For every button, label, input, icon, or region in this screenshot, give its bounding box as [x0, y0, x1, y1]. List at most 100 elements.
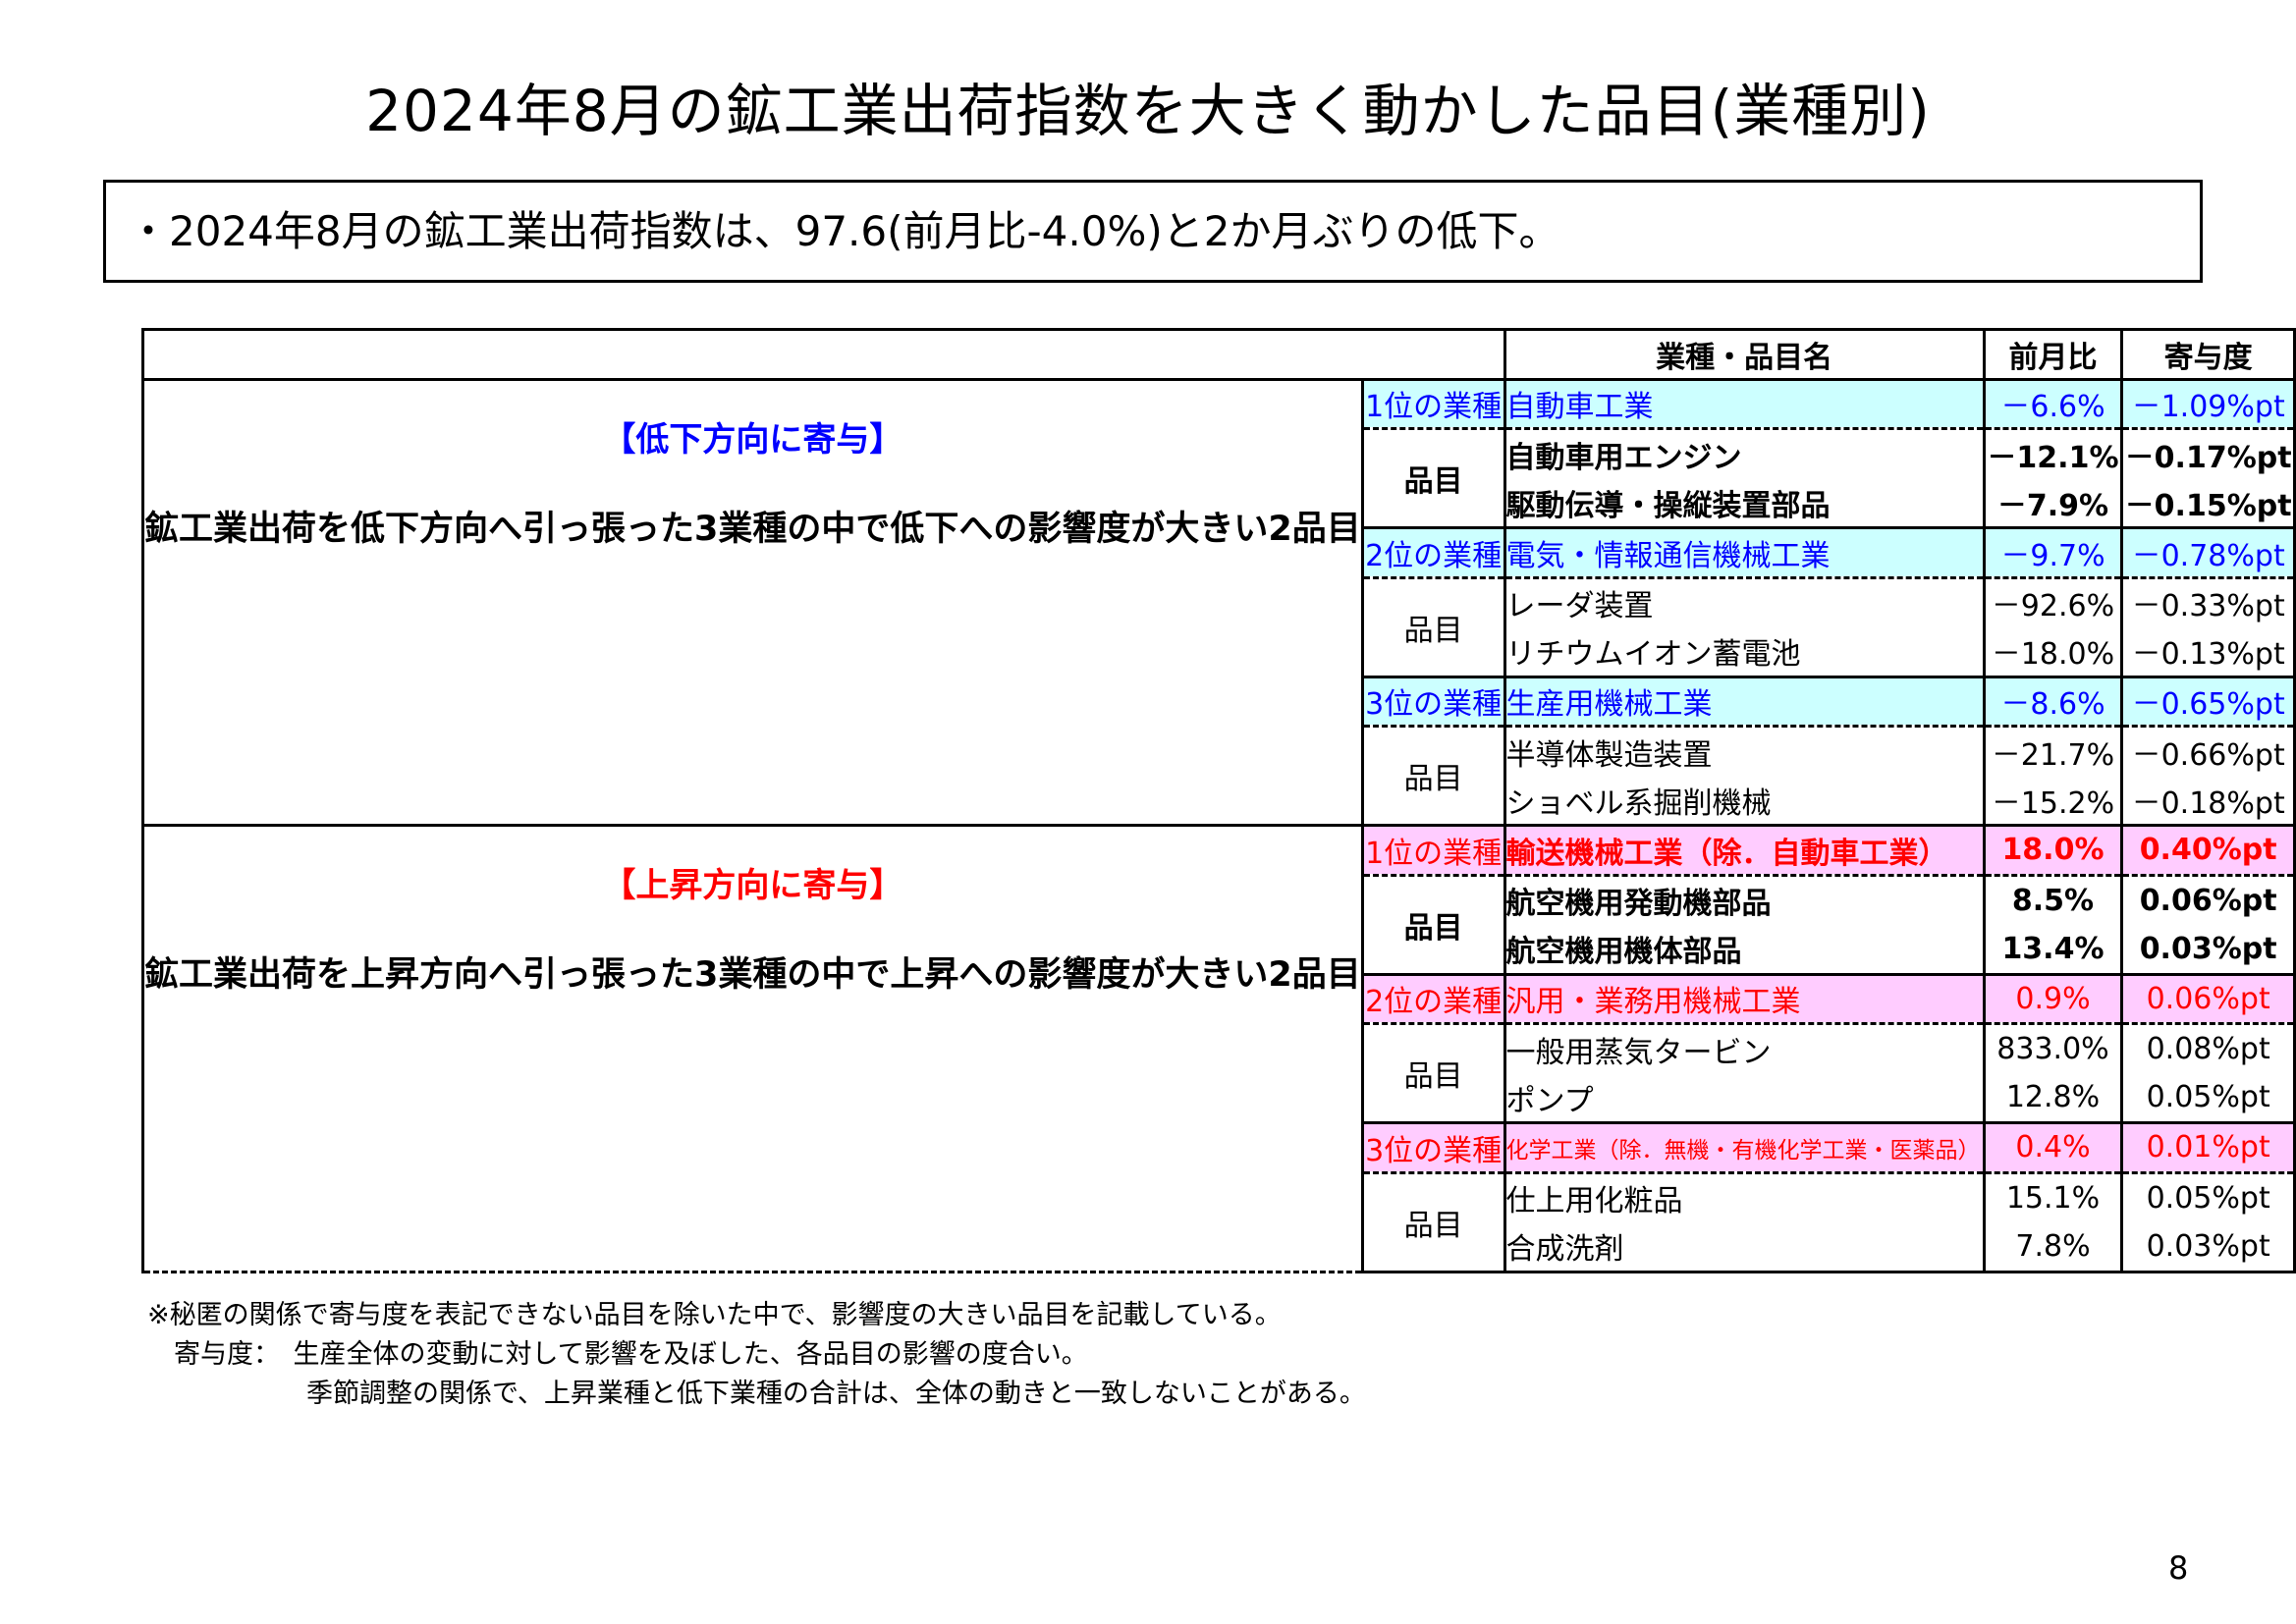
industry-contrib: 0.40%pt	[2120, 824, 2296, 877]
item-name: 自動車用エンジン	[1503, 428, 1986, 478]
header-contrib: 寄与度	[2120, 328, 2296, 381]
increase-description: 鉱工業出荷を上昇方向へ引っ張った3業種の中で上昇への影響度が大きい2品目	[144, 955, 1361, 995]
item-row: 品目 半導体製造装置 －21.7% －0.66%pt	[143, 726, 2296, 827]
industry-mom: 18.0%	[1982, 824, 2124, 877]
industry-contrib: －0.65%pt	[2120, 675, 2296, 728]
item-mom: 8.5%	[1982, 875, 2124, 925]
industry-contrib: －0.78%pt	[2120, 526, 2296, 579]
industry-rank: 3位の業種	[1360, 1121, 1506, 1174]
industry-rank: 3位の業種	[1360, 675, 1506, 728]
item-mom: －12.1%	[1982, 428, 2124, 478]
industry-name: 輸送機械工業（除．自動車工業）	[1503, 824, 1986, 877]
industry-row: 3位の業種 生産用機械工業 －8.6% －0.65%pt	[143, 675, 2296, 728]
industry-row: 【低下方向に寄与】 鉱工業出荷を低下方向へ引っ張った3業種の中で低下への影響度が…	[141, 377, 2296, 827]
industry-row: 2位の業種 汎用・業務用機械工業 0.9% 0.06%pt	[143, 972, 2296, 1025]
industry-name: 自動車工業	[1503, 377, 1986, 430]
item-name: 合成洗剤	[1503, 1221, 1986, 1273]
item-contrib: －0.66%pt	[2120, 726, 2296, 776]
item-name: 駆動伝導・操縦装置部品	[1503, 478, 1986, 529]
page-title: 2024年8月の鉱工業出荷指数を大きく動かした品目(業種別)	[365, 78, 1931, 144]
item-row: 駆動伝導・操縦装置部品 －7.9% －0.15%pt	[143, 478, 2296, 529]
footnote-line: ※秘匿の関係で寄与度を表記できない品目を除いた中で、影響度の大きい品目を記載して…	[147, 1300, 1282, 1330]
industry-mom: －8.6%	[1982, 675, 2124, 728]
item-row: 品目 一般用蒸気タービン 833.0% 0.08%pt	[143, 1023, 2296, 1124]
item-row: 合成洗剤 7.8% 0.03%pt	[143, 1221, 2296, 1273]
industry-name: 汎用・業務用機械工業	[1503, 972, 1986, 1025]
page-number: 8	[2168, 1549, 2189, 1587]
item-row: 品目 仕上用化粧品 15.1% 0.05%pt	[143, 1172, 2296, 1273]
item-mom: －7.9%	[1982, 478, 2124, 529]
item-mom: 7.8%	[1982, 1221, 2124, 1273]
item-row: 品目 レーダ装置 －92.6% －0.33%pt	[143, 577, 2296, 678]
industry-mom: －6.6%	[1982, 377, 2124, 430]
item-name: 航空機用発動機部品	[1503, 875, 1986, 925]
item-name: ショベル系掘削機械	[1503, 776, 1986, 827]
header-mom: 前月比	[1982, 328, 2124, 381]
item-contrib: 0.06%pt	[2120, 875, 2296, 925]
item-row: リチウムイオン蓄電池 －18.0% －0.13%pt	[143, 626, 2296, 678]
items-label: 品目	[1360, 428, 1506, 529]
item-row: 航空機用機体部品 13.4% 0.03%pt	[143, 924, 2296, 976]
item-name: ポンプ	[1503, 1073, 1986, 1124]
industry-row: 【上昇方向に寄与】 鉱工業出荷を上昇方向へ引っ張った3業種の中で上昇への影響度が…	[141, 824, 2296, 1273]
item-name: 半導体製造装置	[1503, 726, 1986, 776]
footnote-line: 寄与度： 生産全体の変動に対して影響を及ぼした、各品目の影響の度合い。	[147, 1339, 1088, 1370]
industry-rank: 1位の業種	[1360, 824, 1506, 877]
industry-rank: 1位の業種	[1360, 377, 1506, 430]
increase-heading: 【上昇方向に寄与】	[602, 866, 903, 905]
item-contrib: 0.05%pt	[2120, 1172, 2296, 1222]
table-header-row: 業種・品目名 前月比 寄与度	[141, 328, 2296, 381]
footnote-line: 季節調整の関係で、上昇業種と低下業種の合計は、全体の動きと一致しないことがある。	[147, 1379, 1366, 1409]
item-contrib: －0.33%pt	[2120, 577, 2296, 627]
industry-name: 生産用機械工業	[1503, 675, 1986, 728]
item-mom: －18.0%	[1982, 626, 2124, 678]
item-contrib: －0.13%pt	[2120, 626, 2296, 678]
items-label: 品目	[1360, 875, 1506, 976]
increase-group-cell: 【上昇方向に寄与】 鉱工業出荷を上昇方向へ引っ張った3業種の中で上昇への影響度が…	[141, 824, 1364, 1273]
item-contrib: －0.17%pt	[2120, 428, 2296, 478]
items-label: 品目	[1360, 1172, 1506, 1273]
item-row: 品目 自動車用エンジン －12.1% －0.17%pt	[143, 428, 2296, 529]
items-label: 品目	[1360, 1023, 1506, 1124]
industry-rank: 2位の業種	[1360, 526, 1506, 579]
summary-box: ・2024年8月の鉱工業出荷指数は、97.6(前月比-4.0%)と2か月ぶりの低…	[103, 180, 2203, 283]
industry-mom: 0.9%	[1982, 972, 2124, 1025]
item-name: 仕上用化粧品	[1503, 1172, 1986, 1222]
header-blank	[141, 328, 1506, 381]
items-label: 品目	[1360, 577, 1506, 678]
industry-contrib: －1.09%pt	[2120, 377, 2296, 430]
item-contrib: 0.03%pt	[2120, 1221, 2296, 1273]
item-row: ショベル系掘削機械 －15.2% －0.18%pt	[143, 776, 2296, 827]
item-contrib: 0.03%pt	[2120, 924, 2296, 976]
industry-contrib: 0.01%pt	[2120, 1121, 2296, 1174]
item-mom: 13.4%	[1982, 924, 2124, 976]
item-row: 品目 航空機用発動機部品 8.5% 0.06%pt	[143, 875, 2296, 976]
item-contrib: －0.18%pt	[2120, 776, 2296, 827]
decrease-group-cell: 【低下方向に寄与】 鉱工業出荷を低下方向へ引っ張った3業種の中で低下への影響度が…	[141, 377, 1364, 827]
industry-name: 電気・情報通信機械工業	[1503, 526, 1986, 579]
industry-contrib: 0.06%pt	[2120, 972, 2296, 1025]
items-label: 品目	[1360, 726, 1506, 827]
item-name: 航空機用機体部品	[1503, 924, 1986, 976]
item-contrib: 0.08%pt	[2120, 1023, 2296, 1073]
item-mom: 15.1%	[1982, 1172, 2124, 1222]
decrease-description: 鉱工業出荷を低下方向へ引っ張った3業種の中で低下への影響度が大きい2品目	[144, 509, 1361, 549]
industry-rank: 2位の業種	[1360, 972, 1506, 1025]
item-name: レーダ装置	[1503, 577, 1986, 627]
contribution-table: 業種・品目名 前月比 寄与度 【低下方向に寄与】 鉱工業出荷を低下方向へ引っ張っ…	[141, 328, 2296, 1273]
item-mom: 833.0%	[1982, 1023, 2124, 1073]
item-mom: －92.6%	[1982, 577, 2124, 627]
item-row: ポンプ 12.8% 0.05%pt	[143, 1073, 2296, 1124]
item-contrib: 0.05%pt	[2120, 1073, 2296, 1124]
industry-row: 2位の業種 電気・情報通信機械工業 －9.7% －0.78%pt	[143, 526, 2296, 579]
industry-name: 化学工業（除．無機・有機化学工業・医薬品）	[1503, 1121, 1986, 1174]
item-mom: －21.7%	[1982, 726, 2124, 776]
item-name: リチウムイオン蓄電池	[1503, 626, 1986, 678]
item-mom: －15.2%	[1982, 776, 2124, 827]
industry-row: 3位の業種 化学工業（除．無機・有機化学工業・医薬品） 0.4% 0.01%pt	[143, 1121, 2296, 1174]
decrease-heading: 【低下方向に寄与】	[602, 419, 903, 460]
item-name: 一般用蒸気タービン	[1503, 1023, 1986, 1073]
item-mom: 12.8%	[1982, 1073, 2124, 1124]
item-contrib: －0.15%pt	[2120, 478, 2296, 529]
industry-mom: －9.7%	[1982, 526, 2124, 579]
